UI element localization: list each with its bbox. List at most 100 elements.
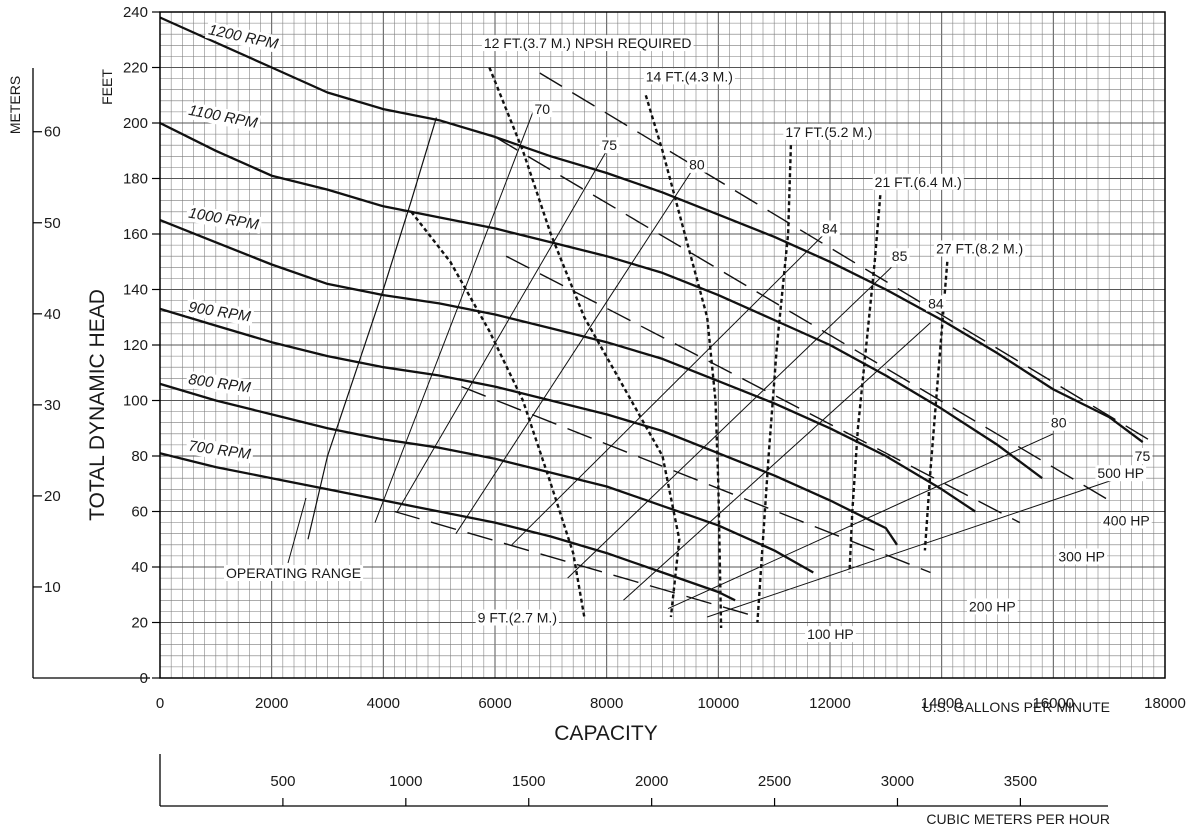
y-tick-label-9: 180 <box>123 171 148 188</box>
y-tick-label-7: 140 <box>123 282 148 299</box>
npsh-label-5: 27 FT.(8.2 M.) <box>936 240 1023 256</box>
efficiency-label-2-bg <box>687 156 707 173</box>
efficiency-label-7-group: 75 <box>1132 448 1153 464</box>
power-label-3: 400 HP <box>1103 512 1150 528</box>
y-axis-unit-label: FEET <box>99 69 115 105</box>
efficiency-label-0-bg <box>532 101 553 118</box>
axis-ticks: 0 2000 4000 6000 8000 10000 12000 14000 16000 180… <box>33 4 1186 806</box>
x2-tick-label-6: 3500 <box>1004 773 1037 790</box>
efficiency-label-7-bg <box>1132 448 1153 464</box>
efficiency-label-4-group: 85 <box>889 248 910 265</box>
y2-tick-label-0: 10 <box>44 579 61 596</box>
speed-curve-label-4-bg <box>185 370 255 397</box>
y-tick-label-11: 220 <box>123 60 148 77</box>
y-tick-label-12: 240 <box>123 4 148 21</box>
efficiency-label-7: 75 <box>1135 448 1151 464</box>
npsh-label-3-bg <box>783 123 875 140</box>
x2-tick-label-2: 1500 <box>512 773 545 790</box>
efficiency-label-6: 80 <box>1051 415 1067 431</box>
operating-range-label: OPERATING RANGE <box>226 565 361 581</box>
efficiency-label-3: 84 <box>822 220 838 236</box>
speed-curve-label-0-bg <box>204 21 283 54</box>
power-label-4: 500 HP <box>1097 465 1144 481</box>
speed-curve-3 <box>159 307 898 546</box>
x-tick-label-2: 4000 <box>367 695 400 712</box>
y-tick-label-4: 80 <box>131 448 148 465</box>
efficiency-label-1: 75 <box>601 137 617 153</box>
npsh-line-3 <box>756 145 793 623</box>
efficiency-line-5 <box>623 322 931 601</box>
npsh-label-0: 9 FT.(2.7 M.) <box>478 610 557 626</box>
speed-curve-label-5-bg <box>185 437 255 464</box>
x2-tick-label-4: 2500 <box>758 773 791 790</box>
speed-curve-label-5-group: 700 RPM <box>185 437 255 464</box>
operating-range-leader <box>287 497 307 564</box>
efficiency-label-0: 70 <box>534 101 550 117</box>
y2-tick-label-4: 50 <box>44 215 61 232</box>
y2-tick-label-1: 20 <box>44 488 61 505</box>
speed-curve-label-3-bg <box>185 298 255 326</box>
x2-axis-unit-label: CUBIC METERS PER HOUR <box>926 811 1110 827</box>
efficiency-label-6-bg <box>1048 414 1069 431</box>
y-tick-label-6: 120 <box>123 337 148 354</box>
power-line-3 <box>494 136 1110 502</box>
npsh-line-0 <box>410 211 586 618</box>
speed-curve-label-0-group: 1200 RPM <box>204 21 283 54</box>
x2-tick-label-1: 1000 <box>389 773 422 790</box>
speed-curve-4 <box>159 382 814 574</box>
power-label-1-group: 200 HP <box>967 598 1018 615</box>
operating-range-line <box>307 117 437 540</box>
efficiency-label-1-bg <box>599 137 620 154</box>
efficiency-label-5-bg <box>926 295 946 312</box>
npsh-line-4 <box>848 195 882 573</box>
efficiency-label-4-bg <box>889 248 910 265</box>
power-label-0: 100 HP <box>807 626 854 642</box>
npsh-label-1-group: 12 FT.(3.7 M.) NPSH REQUIRED <box>481 35 694 52</box>
efficiency-line-4 <box>567 266 892 579</box>
speed-curve-label-5: 700 RPM <box>187 438 252 464</box>
efficiency-label-1-group: 75 <box>599 137 620 154</box>
power-label-3-group: 400 HP <box>1101 512 1152 529</box>
speed-curve-0 <box>159 16 1144 444</box>
y-tick-label-2: 40 <box>131 559 148 576</box>
x-tick-label-6: 12000 <box>809 695 851 712</box>
y2-axis-unit-label: METERS <box>7 76 23 134</box>
speed-curve-label-2-bg <box>185 204 263 235</box>
y-tick-label-10: 200 <box>123 115 148 132</box>
npsh-label-2-group: 14 FT.(4.3 M.) <box>643 68 735 85</box>
x-tick-label-1: 2000 <box>255 695 288 712</box>
x-tick-label-3: 6000 <box>478 695 511 712</box>
power-label-2-group: 300 HP <box>1056 548 1108 565</box>
x-axis-unit-label: U.S. GALLONS PER MINUTE <box>923 699 1110 715</box>
chart-marks: 1200 RPM 1100 RPM 1000 RPM 900 RPM 800 RPM 70… <box>159 16 1153 643</box>
operating-range-label-bg <box>224 565 364 581</box>
efficiency-label-4: 85 <box>892 248 908 264</box>
x-axis-title: CAPACITY <box>554 722 657 745</box>
speed-curve-label-2-group: 1000 RPM <box>185 204 263 235</box>
operating-range-label-group: OPERATING RANGE <box>224 565 364 581</box>
power-line-2 <box>505 255 1021 524</box>
speed-curve-1 <box>159 121 1043 480</box>
y-tick-label-1: 20 <box>131 615 148 632</box>
npsh-line-1 <box>488 67 681 618</box>
x-tick-label-9: 18000 <box>1144 695 1186 712</box>
npsh-label-5-bg <box>934 240 1026 257</box>
x-tick-label-7: 14000 <box>921 695 963 712</box>
x-tick-label-0: 0 <box>156 695 164 712</box>
x-tick-label-4: 8000 <box>590 695 623 712</box>
speed-curve-2 <box>159 219 976 513</box>
y-tick-label-8: 160 <box>123 226 148 243</box>
y2-tick-label-5: 60 <box>44 124 61 141</box>
power-line-0 <box>394 510 758 618</box>
power-label-0-group: 100 HP <box>805 626 856 643</box>
speed-curve-label-3: 900 RPM <box>187 299 252 326</box>
efficiency-label-2-group: 80 <box>687 156 707 173</box>
efficiency-line-0 <box>374 108 535 523</box>
y2-tick-label-2: 30 <box>44 397 61 414</box>
speed-curve-label-4-group: 800 RPM <box>185 370 255 397</box>
speed-curve-label-1-bg <box>185 101 262 133</box>
y-tick-label-5: 100 <box>123 393 148 410</box>
speed-curve-label-1: 1100 RPM <box>187 102 259 132</box>
speed-curve-5 <box>159 452 736 602</box>
